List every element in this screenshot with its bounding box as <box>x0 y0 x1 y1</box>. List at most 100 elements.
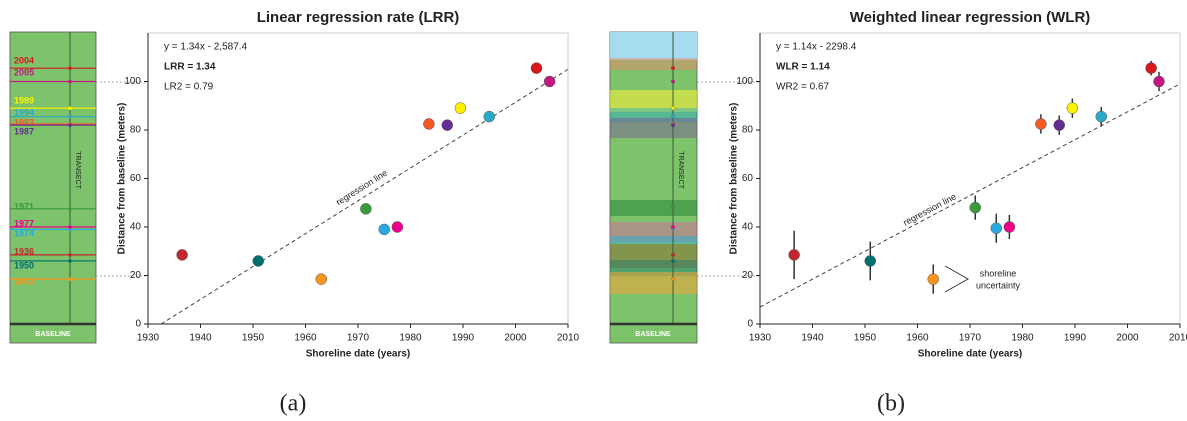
band <box>610 58 697 70</box>
uncertainty-label: uncertainty <box>976 280 1021 290</box>
x-tick-label: 2010 <box>557 333 580 344</box>
rate: LRR = 1.34 <box>164 62 216 73</box>
shoreline-year: 1963 <box>14 276 34 286</box>
point <box>544 76 555 87</box>
y-tick-label: 100 <box>736 76 753 87</box>
band <box>610 272 697 294</box>
shoreline-node <box>68 277 72 281</box>
band <box>610 236 697 244</box>
shoreline-node <box>68 225 72 229</box>
regression-line <box>161 69 568 324</box>
shoreline-year: 1989 <box>14 95 34 105</box>
x-tick-label: 1950 <box>242 333 265 344</box>
shoreline-node <box>671 206 675 210</box>
x-tick-label: 1990 <box>1064 333 1087 344</box>
baseline-label: BASELINE <box>35 331 71 338</box>
point <box>1035 118 1046 129</box>
chart-title: Weighted linear regression (WLR) <box>850 9 1091 26</box>
shoreline-year: 2004 <box>14 55 34 65</box>
point <box>789 249 800 260</box>
shoreline-node <box>68 123 72 127</box>
shoreline-node <box>671 106 675 110</box>
point <box>531 63 542 74</box>
x-tick-label: 1960 <box>294 333 317 344</box>
point <box>1096 111 1107 122</box>
shoreline-year: 1987 <box>14 126 34 136</box>
shoreline-node <box>68 80 72 84</box>
uncertainty-label: shoreline <box>980 268 1017 278</box>
shoreline-node <box>671 123 675 127</box>
y-tick-label: 80 <box>742 125 754 136</box>
point <box>423 118 434 129</box>
shoreline-node <box>671 253 675 257</box>
point <box>484 111 495 122</box>
regression-label: regression line <box>334 168 389 208</box>
r-squared: WR2 = 0.67 <box>776 82 830 93</box>
shoreline-year: 1977 <box>14 218 34 228</box>
x-tick-label: 1980 <box>1011 333 1034 344</box>
plot-frame <box>148 33 568 324</box>
x-tick-label: 1930 <box>749 333 772 344</box>
x-tick-label: 1950 <box>854 333 877 344</box>
shoreline-year: 1974 <box>14 228 34 238</box>
shoreline-year: 1950 <box>14 260 34 270</box>
point <box>1154 76 1165 87</box>
regression-label: regression line <box>902 191 958 227</box>
x-tick-label: 1940 <box>189 333 212 344</box>
shoreline-node <box>671 115 675 119</box>
point <box>253 255 264 266</box>
equation: y = 1.14x - 2298.4 <box>776 42 857 53</box>
shoreline-node <box>671 80 675 84</box>
x-tick-label: 1970 <box>347 333 370 344</box>
band <box>610 200 697 216</box>
point <box>865 255 876 266</box>
x-tick-label: 2010 <box>1169 333 1187 344</box>
x-tick-label: 1990 <box>452 333 475 344</box>
chart-title: Linear regression rate (LRR) <box>257 9 460 26</box>
transect-label: TRANSECT <box>677 151 684 189</box>
x-tick-label: 1960 <box>906 333 929 344</box>
shoreline-node <box>671 277 675 281</box>
uncertainty-bracket <box>945 266 968 292</box>
point <box>379 224 390 235</box>
y-tick-label: 40 <box>130 222 142 233</box>
x-tick-label: 1940 <box>801 333 824 344</box>
plot-frame <box>760 33 1180 324</box>
shoreline-year: 1936 <box>14 246 34 256</box>
point <box>1146 63 1157 74</box>
shoreline-node <box>68 207 72 211</box>
y-axis-label: Distance from baseline (meters) <box>729 103 740 255</box>
y-tick-label: 100 <box>124 76 141 87</box>
shoreline-year: 1971 <box>14 201 34 211</box>
panel-label: (b) <box>877 391 905 417</box>
y-tick-label: 0 <box>135 319 141 330</box>
point <box>1004 222 1015 233</box>
band <box>610 118 697 138</box>
shoreline-year: 1994 <box>14 107 34 117</box>
point <box>1054 120 1065 131</box>
x-axis-label: Shoreline date (years) <box>306 349 410 360</box>
transect-label: TRANSECT <box>74 151 81 189</box>
point <box>928 274 939 285</box>
shoreline-year: 2005 <box>14 67 34 77</box>
point <box>455 103 466 114</box>
x-tick-label: 1980 <box>399 333 422 344</box>
y-tick-label: 60 <box>130 173 142 184</box>
page: TRANSECT BASELINE TRANSECT BASELINE (a) … <box>0 0 1187 421</box>
regression-line <box>760 84 1180 307</box>
y-tick-label: 20 <box>130 270 142 281</box>
shoreline-node <box>68 115 72 119</box>
y-tick-label: 80 <box>130 125 142 136</box>
shoreline-node <box>68 253 72 257</box>
point <box>316 274 327 285</box>
y-axis-label: Distance from baseline (meters) <box>117 103 128 255</box>
shoreline-node <box>68 106 72 110</box>
y-tick-label: 20 <box>742 270 754 281</box>
point <box>360 203 371 214</box>
shoreline-node <box>671 66 675 70</box>
equation: y = 1.34x - 2,587.4 <box>164 42 248 53</box>
y-tick-label: 60 <box>742 173 754 184</box>
point <box>1067 103 1078 114</box>
shoreline-node <box>671 259 675 263</box>
x-tick-label: 2000 <box>1116 333 1139 344</box>
